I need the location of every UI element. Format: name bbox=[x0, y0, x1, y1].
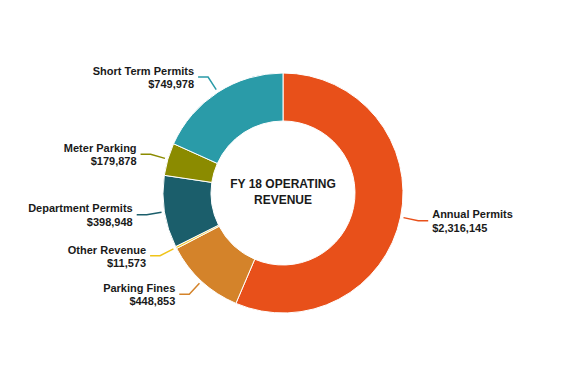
svg-text:Meter Parking$179,878: Meter Parking$179,878 bbox=[64, 142, 137, 167]
svg-text:Annual Permits$2,316,145: Annual Permits$2,316,145 bbox=[432, 208, 513, 233]
html-text:REVENUE: REVENUE bbox=[254, 193, 312, 207]
svg-text:Parking Fines$448,853: Parking Fines$448,853 bbox=[103, 282, 175, 307]
svg-text:Short Term Permits$749,978: Short Term Permits$749,978 bbox=[93, 65, 194, 90]
html-text:FY 18 OPERATING: FY 18 OPERATING bbox=[230, 177, 336, 192]
svg-text:Department Permits$398,948: Department Permits$398,948 bbox=[28, 202, 133, 227]
svg-text:Other Revenue$11,573: Other Revenue$11,573 bbox=[68, 244, 146, 269]
